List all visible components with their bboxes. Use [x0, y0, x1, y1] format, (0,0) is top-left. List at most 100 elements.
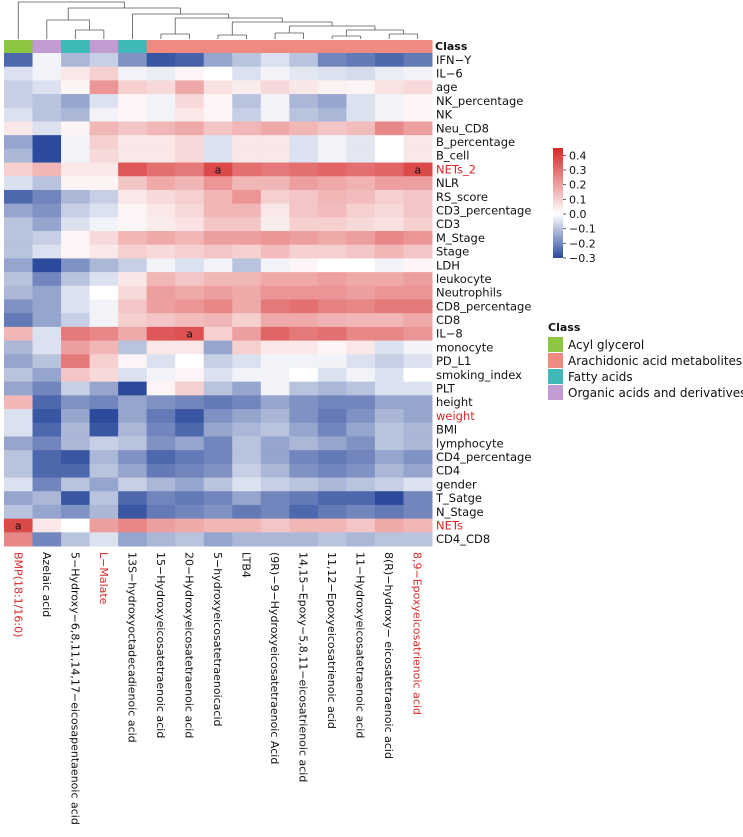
row-label: CD8	[436, 313, 460, 327]
column-label: BMP(18:1/16:0)	[11, 552, 24, 637]
heatmap-cells	[4, 53, 433, 547]
heatmap-cell	[203, 272, 233, 287]
heatmap-cell	[374, 463, 404, 479]
heatmap-cell	[4, 463, 34, 479]
heatmap-cell	[403, 66, 433, 81]
heatmap-cell	[89, 107, 119, 122]
heatmap-cell	[203, 231, 233, 246]
heatmap-cell	[289, 354, 319, 369]
heatmap-cell	[374, 340, 404, 355]
class-cell-12	[346, 40, 376, 53]
column-label: 11,12−Epoxyeicosatrienoic acid	[325, 552, 338, 729]
heatmap-cell	[232, 532, 262, 547]
heatmap-cell	[89, 217, 119, 232]
column-label: 11−Hydroxyeicosatetraenoic acid	[354, 552, 367, 738]
heatmap-cell	[32, 94, 62, 109]
heatmap-cell	[118, 285, 148, 300]
heatmap-cell	[232, 53, 262, 68]
heatmap-cell	[32, 176, 62, 191]
heatmap-cell	[4, 203, 34, 218]
heatmap-cell	[89, 477, 119, 492]
heatmap-cell	[175, 450, 205, 465]
heatmap-cell	[118, 409, 148, 424]
heatmap-cell	[403, 121, 433, 136]
class-cell-14	[403, 40, 433, 53]
heatmap-cell	[346, 217, 376, 232]
heatmap-cell	[118, 107, 148, 122]
heatmap-cell	[260, 409, 290, 424]
heatmap-cell	[289, 66, 319, 81]
row-labels: IFN−YIL−6ageNK_percentageNKNeu_CD8B_perc…	[435, 53, 531, 546]
heatmap-cell	[260, 299, 290, 314]
heatmap-cell	[175, 231, 205, 246]
heatmap-cell	[4, 477, 34, 492]
heatmap-cell	[32, 244, 62, 259]
heatmap-cell	[317, 532, 347, 547]
heatmap-cell	[317, 121, 347, 136]
heatmap-cell	[61, 176, 91, 191]
heatmap-cell	[346, 231, 376, 246]
heatmap-cell	[146, 504, 176, 520]
heatmap-cell	[203, 244, 233, 259]
heatmap-cell	[317, 299, 347, 314]
heatmap-cell	[232, 367, 262, 383]
heatmap-cell	[4, 148, 34, 164]
heatmap-cell	[146, 463, 176, 479]
heatmap-cell	[89, 504, 119, 520]
heatmap-cell	[317, 422, 347, 437]
heatmap-cell	[317, 231, 347, 246]
heatmap-cell	[317, 272, 347, 287]
class-cell-13	[374, 40, 404, 53]
heatmap-cell	[346, 532, 376, 547]
heatmap-cell	[61, 231, 91, 246]
heatmap-cell	[403, 518, 433, 533]
heatmap-cell	[317, 258, 347, 273]
heatmap-cell	[346, 436, 376, 451]
heatmap-cell	[374, 148, 404, 164]
heatmap-cell	[118, 148, 148, 164]
heatmap-cell	[118, 176, 148, 191]
heatmap-cell	[61, 94, 91, 109]
heatmap-cell	[346, 340, 376, 355]
color-scale-bar	[553, 148, 563, 258]
color-scale-tick-label: 0.0	[569, 208, 587, 221]
heatmap-cell	[146, 491, 176, 506]
row-label: CD8_percentage	[436, 299, 531, 313]
heatmap-cell	[175, 258, 205, 273]
heatmap-cell	[61, 367, 91, 383]
heatmap-cell	[317, 135, 347, 150]
heatmap-cell	[403, 189, 433, 205]
heatmap-cell	[89, 491, 119, 506]
column-label: L−Malate	[97, 552, 110, 605]
class-annotation-bar	[4, 40, 433, 53]
heatmap-cell	[374, 285, 404, 300]
heatmap-cell	[203, 148, 233, 164]
heatmap-cell	[232, 203, 262, 218]
heatmap-cell	[317, 463, 347, 479]
heatmap-cell	[289, 53, 319, 68]
heatmap-cell	[403, 107, 433, 122]
heatmap-cell	[61, 340, 91, 355]
heatmap-cell	[89, 244, 119, 259]
heatmap-cell	[61, 409, 91, 424]
heatmap-cell	[32, 162, 62, 177]
heatmap-cell	[289, 367, 319, 383]
legend-entry-label: Arachidonic acid metabolites	[568, 354, 742, 368]
heatmap-cell	[232, 121, 262, 136]
heatmap-cell	[374, 258, 404, 273]
row-label: B_cell	[436, 149, 469, 163]
row-label: CD4	[436, 464, 460, 478]
row-label: T_Satge	[435, 491, 482, 505]
heatmap-cell	[403, 450, 433, 465]
heatmap-cell	[61, 436, 91, 451]
row-label: Neutrophils	[436, 286, 502, 300]
heatmap-cell	[118, 340, 148, 355]
heatmap-cell	[175, 409, 205, 424]
heatmap-cell	[289, 176, 319, 191]
row-label: NETs_2	[436, 162, 476, 176]
heatmap-cell	[175, 203, 205, 218]
heatmap-cell	[289, 299, 319, 314]
heatmap-cell	[89, 395, 119, 410]
row-label: height	[436, 395, 473, 409]
heatmap-cell	[89, 148, 119, 164]
